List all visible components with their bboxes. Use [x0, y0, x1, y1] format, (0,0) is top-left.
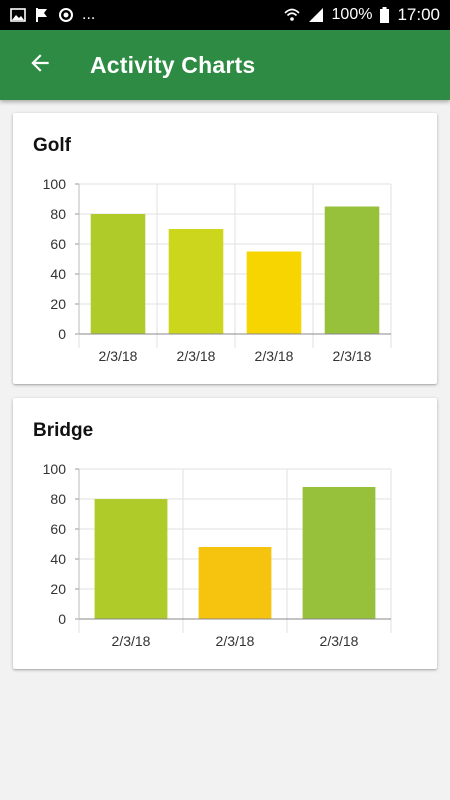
bar [246, 251, 302, 334]
x-tick-label: 2/3/18 [177, 348, 216, 364]
x-tick-label: 2/3/18 [112, 633, 151, 649]
y-tick-label: 20 [50, 296, 66, 312]
status-bar: ... 100% 17:00 [0, 0, 450, 30]
x-tick-label: 2/3/18 [320, 633, 359, 649]
bars [94, 487, 376, 619]
x-tick-label: 2/3/18 [216, 633, 255, 649]
chart-title: Bridge [33, 420, 94, 441]
y-tick-label: 80 [50, 206, 66, 222]
y-tick-label: 100 [43, 461, 67, 477]
y-tick-label: 60 [50, 521, 66, 537]
status-overflow: ... [82, 6, 96, 23]
y-tick-label: 0 [58, 326, 66, 342]
bridge-chart-card: Bridge 0 20 40 60 80 100 2/3/18 2/3/18 2/3/18 [13, 398, 437, 669]
y-tick-label: 40 [50, 551, 66, 567]
y-tick-label: 60 [50, 236, 66, 252]
bar [94, 499, 168, 619]
golf-chart-card: Golf 0 20 40 60 80 100 2/3/18 2/3/18 2/3/18 2/3/1… [13, 113, 437, 384]
y-tick-label: 20 [50, 581, 66, 597]
bar [198, 547, 272, 619]
golf-bar-chart: 0 20 40 60 80 100 2/3/18 2/3/18 2/3/18 2/3/18 [43, 176, 392, 364]
bar [324, 206, 380, 334]
x-tick-label: 2/3/18 [255, 348, 294, 364]
page-title: Activity Charts [90, 51, 256, 78]
x-tick-label: 2/3/18 [333, 348, 372, 364]
signal-icon [308, 7, 324, 23]
status-bar-left: ... [10, 6, 95, 24]
x-tick-label: 2/3/18 [99, 348, 138, 364]
sync-icon [58, 7, 74, 23]
battery-icon [380, 7, 390, 23]
app-bar: Activity Charts [0, 30, 450, 100]
chart-title: Golf [33, 135, 71, 156]
arrow-back-icon [27, 50, 53, 81]
battery-percent: 100% [331, 6, 373, 23]
back-button[interactable] [10, 30, 70, 100]
y-tick-label: 100 [43, 176, 67, 192]
wifi-icon [283, 7, 300, 23]
bar [302, 487, 376, 619]
status-bar-right: 100% 17:00 [283, 5, 440, 25]
flag-icon [34, 7, 50, 23]
bar [90, 214, 146, 334]
y-tick-label: 40 [50, 266, 66, 282]
bars [90, 206, 380, 334]
y-tick-label: 80 [50, 491, 66, 507]
y-tick-label: 0 [58, 611, 66, 627]
gallery-icon [10, 7, 26, 23]
bar [168, 229, 224, 334]
bridge-bar-chart: 0 20 40 60 80 100 2/3/18 2/3/18 2/3/18 [43, 461, 392, 649]
clock: 17:00 [397, 5, 440, 24]
